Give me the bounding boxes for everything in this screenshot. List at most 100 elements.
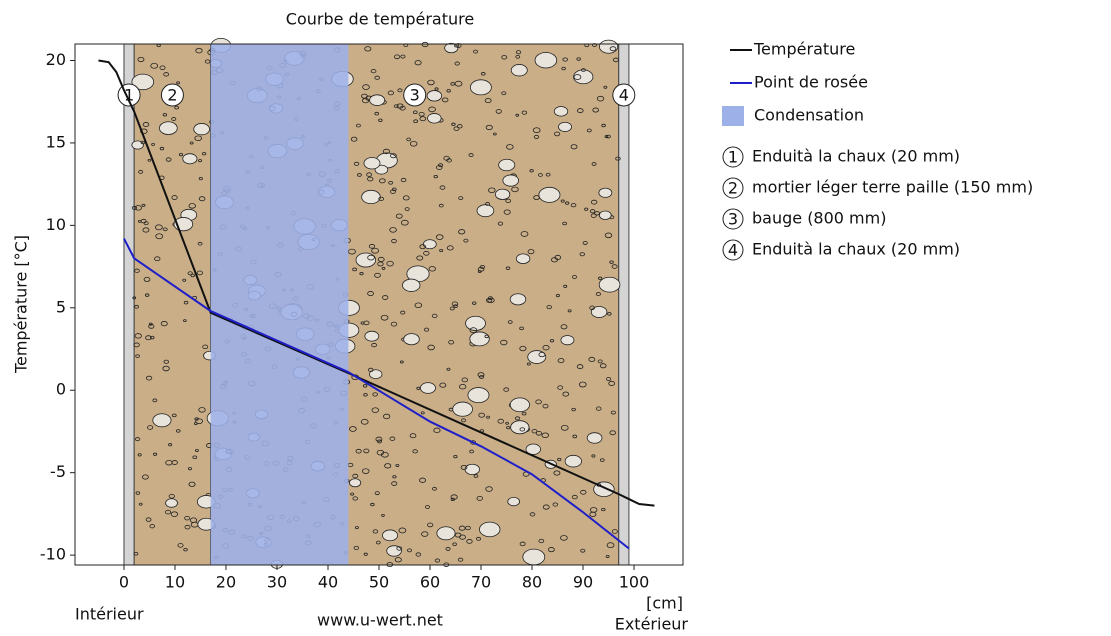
texture	[446, 367, 451, 371]
texture	[576, 57, 581, 61]
texture	[510, 420, 530, 435]
texture	[590, 199, 598, 205]
y-tick-label: -10	[40, 545, 66, 564]
texture	[371, 342, 377, 348]
texture	[147, 158, 152, 162]
texture	[131, 73, 155, 91]
texture	[533, 134, 540, 139]
texture	[374, 272, 381, 278]
texture	[198, 177, 203, 181]
texture	[590, 213, 597, 218]
texture	[578, 381, 587, 388]
texture	[507, 320, 513, 324]
x-tick-label: 80	[522, 573, 542, 592]
texture	[514, 416, 521, 421]
texture	[454, 80, 463, 87]
texture	[348, 248, 356, 255]
texture	[473, 474, 479, 478]
texture	[562, 391, 570, 397]
texture	[409, 140, 418, 147]
texture	[140, 128, 148, 135]
texture	[594, 211, 600, 216]
texture	[153, 452, 158, 456]
texture	[609, 430, 616, 436]
x-tick-label: 50	[369, 573, 389, 592]
texture	[400, 54, 406, 59]
texture	[419, 244, 426, 250]
legend-badge	[722, 146, 744, 168]
texture	[395, 463, 400, 467]
texture	[380, 314, 389, 321]
texture	[198, 196, 206, 202]
texture	[582, 241, 588, 245]
texture	[375, 540, 381, 545]
texture	[469, 449, 474, 454]
texture	[453, 126, 460, 131]
texture	[510, 64, 528, 77]
texture	[589, 209, 596, 214]
texture	[439, 185, 446, 190]
texture	[198, 159, 203, 163]
texture	[386, 260, 394, 267]
y-tick-label: 0	[56, 380, 66, 399]
x-tick-label: 100	[619, 573, 650, 592]
texture	[606, 542, 615, 549]
texture	[505, 421, 509, 425]
texture	[503, 209, 511, 215]
texture	[162, 365, 170, 372]
texture	[195, 47, 203, 54]
texture	[364, 330, 380, 342]
texture	[431, 313, 438, 319]
texture	[541, 432, 549, 439]
texture	[174, 105, 180, 110]
texture	[441, 97, 449, 103]
texture	[570, 144, 578, 150]
texture	[168, 443, 173, 447]
texture	[484, 97, 492, 104]
texture	[165, 498, 178, 508]
texture	[538, 538, 545, 544]
series-line	[123, 238, 630, 550]
texture	[395, 213, 403, 219]
texture	[607, 312, 612, 316]
texture	[519, 427, 526, 432]
texture	[446, 89, 451, 93]
texture	[549, 339, 555, 343]
texture	[378, 118, 383, 122]
legend-swatch	[722, 106, 744, 126]
layer	[618, 43, 630, 566]
right-note: Extérieur	[615, 615, 689, 633]
texture	[453, 454, 458, 459]
texture	[187, 467, 192, 471]
texture	[560, 199, 565, 203]
texture	[355, 252, 377, 268]
texture	[522, 548, 546, 566]
texture	[183, 300, 189, 305]
texture	[384, 463, 392, 469]
texture	[553, 470, 561, 476]
texture	[390, 321, 398, 327]
texture	[434, 558, 441, 563]
texture	[443, 155, 450, 161]
texture	[147, 425, 154, 430]
texture	[506, 144, 514, 150]
texture	[400, 310, 406, 315]
texture	[140, 140, 146, 145]
texture	[557, 385, 564, 390]
texture	[155, 233, 164, 240]
texture	[534, 52, 558, 69]
texture	[370, 502, 375, 507]
texture	[591, 454, 596, 458]
texture	[452, 401, 473, 417]
texture	[529, 512, 536, 517]
texture	[456, 124, 463, 129]
texture	[497, 418, 504, 424]
texture	[141, 474, 149, 480]
texture	[470, 440, 477, 445]
texture	[152, 413, 172, 428]
texture	[515, 253, 531, 264]
texture	[171, 117, 177, 121]
texture	[468, 153, 474, 158]
texture	[588, 356, 596, 363]
texture	[416, 386, 421, 390]
